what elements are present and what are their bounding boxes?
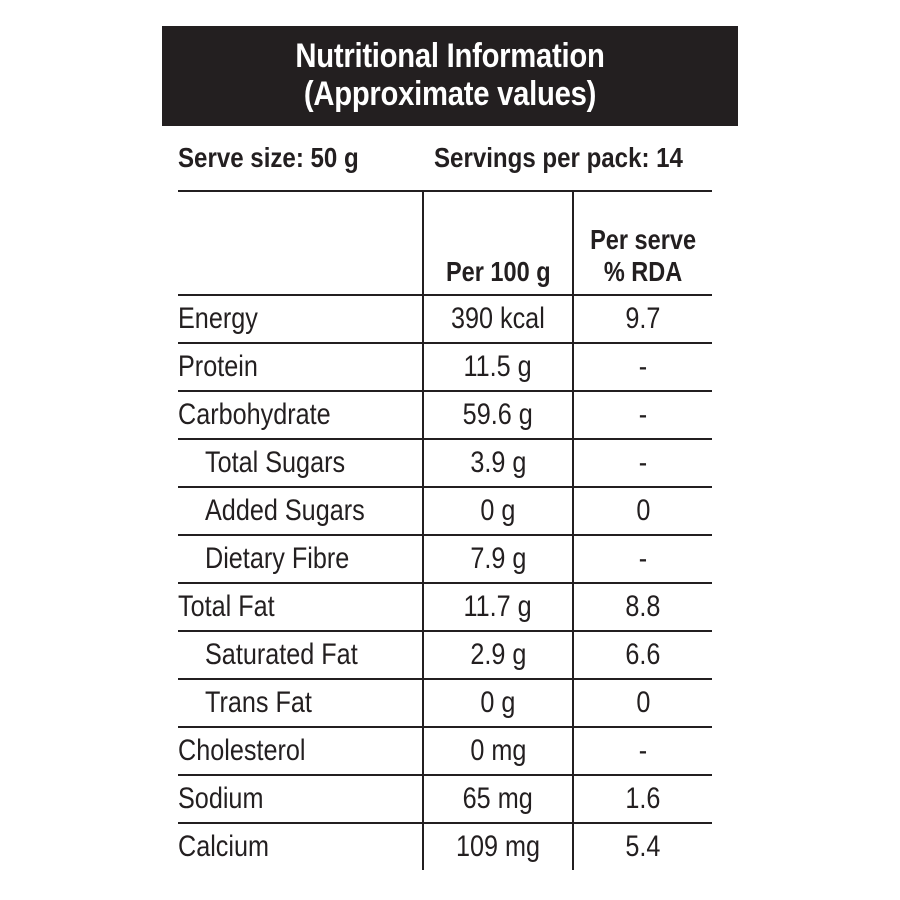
per-100g-value: 0 g	[480, 686, 516, 719]
nutrient-name: Carbohydrate	[178, 398, 331, 431]
per-100g-value: 0 mg	[469, 734, 527, 767]
nutrient-name: Saturated Fat	[205, 638, 358, 671]
rda-value: 1.6	[625, 782, 661, 815]
table-row-total-sugars: Total Sugars 3.9 g -	[178, 439, 712, 488]
rda-value: -	[638, 734, 648, 767]
rda-value: 0	[635, 494, 651, 527]
table-row-dietary-fibre: Dietary Fibre 7.9 g -	[178, 535, 712, 584]
nutrient-name: Energy	[178, 302, 258, 335]
nutrition-panel: Nutritional Information (Approximate val…	[162, 26, 738, 870]
per-100g-value: 11.5 g	[463, 350, 533, 383]
per-100g-value: 2.9 g	[469, 638, 527, 671]
serve-size: Serve size: 50 g	[178, 142, 359, 173]
nutrient-name: Sodium	[178, 782, 264, 815]
per-100g-value: 7.9 g	[469, 542, 527, 575]
rda-value: -	[638, 350, 648, 383]
per-100g-value: 65 mg	[462, 782, 534, 815]
header-nutrient	[178, 190, 423, 296]
nutrient-name: Total Fat	[178, 590, 275, 623]
title-bar: Nutritional Information (Approximate val…	[162, 26, 738, 126]
rda-value: -	[638, 446, 648, 479]
title-line-1: Nutritional Information	[295, 37, 605, 75]
nutrient-name: Calcium	[178, 830, 270, 863]
rda-value: 6.6	[625, 638, 661, 671]
serving-info: Serve size: 50 g Servings per pack: 14	[162, 126, 738, 188]
rda-value: 5.4	[625, 830, 661, 863]
rda-value: 9.7	[625, 302, 661, 335]
table-row-cholesterol: Cholesterol 0 mg -	[178, 727, 712, 776]
table-row-saturated-fat: Saturated Fat 2.9 g 6.6	[178, 631, 712, 680]
header-per-100g: Per 100 g	[422, 190, 573, 296]
rda-value: 8.8	[625, 590, 661, 623]
per-100g-value: 109 mg	[455, 830, 541, 863]
nutrient-name: Protein	[178, 350, 258, 383]
header-rda-label: % RDA	[603, 256, 683, 287]
table-row-energy: Energy 390 kcal 9.7	[178, 295, 712, 344]
table-row-added-sugars: Added Sugars 0 g 0	[178, 487, 712, 536]
rda-value: -	[638, 398, 648, 431]
table-row-protein: Protein 11.5 g -	[178, 343, 712, 392]
header-per-serve-label: Per serve	[590, 224, 696, 255]
per-100g-value: 11.7 g	[463, 590, 533, 623]
nutrient-name: Total Sugars	[205, 446, 346, 479]
table-row-carbohydrate: Carbohydrate 59.6 g -	[178, 391, 712, 440]
rda-value: 0	[635, 686, 651, 719]
nutrient-name: Dietary Fibre	[205, 542, 350, 575]
per-100g-value: 3.9 g	[469, 446, 527, 479]
title-line-2: (Approximate values)	[303, 75, 597, 113]
per-100g-value: 59.6 g	[462, 398, 534, 431]
header-per-serve-rda: Per serve % RDA	[572, 190, 712, 296]
table-row-trans-fat: Trans Fat 0 g 0	[178, 679, 712, 728]
table-header-row: Per 100 g Per serve % RDA	[178, 190, 712, 296]
table-row-sodium: Sodium 65 mg 1.6	[178, 775, 712, 824]
nutrient-name: Added Sugars	[205, 494, 365, 527]
per-100g-value: 390 kcal	[451, 302, 545, 335]
nutrient-name: Cholesterol	[178, 734, 306, 767]
rda-value: -	[638, 542, 648, 575]
header-per-100g-label: Per 100 g	[445, 256, 551, 287]
nutrition-table: Per 100 g Per serve % RDA Energy 390 kca…	[178, 190, 712, 870]
servings-per-pack: Servings per pack: 14	[434, 142, 683, 173]
per-100g-value: 0 g	[480, 494, 516, 527]
table-row-calcium: Calcium 109 mg 5.4	[178, 823, 712, 870]
nutrient-name: Trans Fat	[205, 686, 312, 719]
table-row-total-fat: Total Fat 11.7 g 8.8	[178, 583, 712, 632]
